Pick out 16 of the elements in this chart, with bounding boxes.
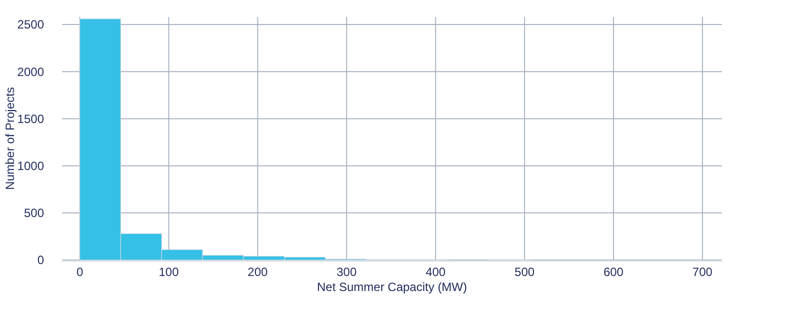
x-tick-label: 0 — [76, 265, 84, 279]
y-tick-label: 2000 — [17, 64, 44, 79]
y-tick-label: 1000 — [17, 159, 44, 174]
x-tick-label: 400 — [426, 265, 446, 279]
x-tick-label: 500 — [514, 265, 535, 279]
y-tick-label: 1500 — [17, 112, 44, 126]
x-tick-label: 700 — [692, 265, 713, 279]
x-tick-label: 600 — [603, 265, 624, 279]
x-axis-title: Net Summer Capacity (MW) — [316, 280, 468, 294]
x-tick-label: 300 — [336, 265, 357, 279]
y-tick-label: 0 — [37, 253, 44, 268]
y-tick-label: 2500 — [17, 18, 44, 32]
x-tick-label: 100 — [158, 265, 180, 279]
x-tick-label: 200 — [248, 265, 268, 279]
y-axis-title: Number of Projects — [3, 87, 17, 190]
y-tick-label: 500 — [24, 206, 44, 220]
